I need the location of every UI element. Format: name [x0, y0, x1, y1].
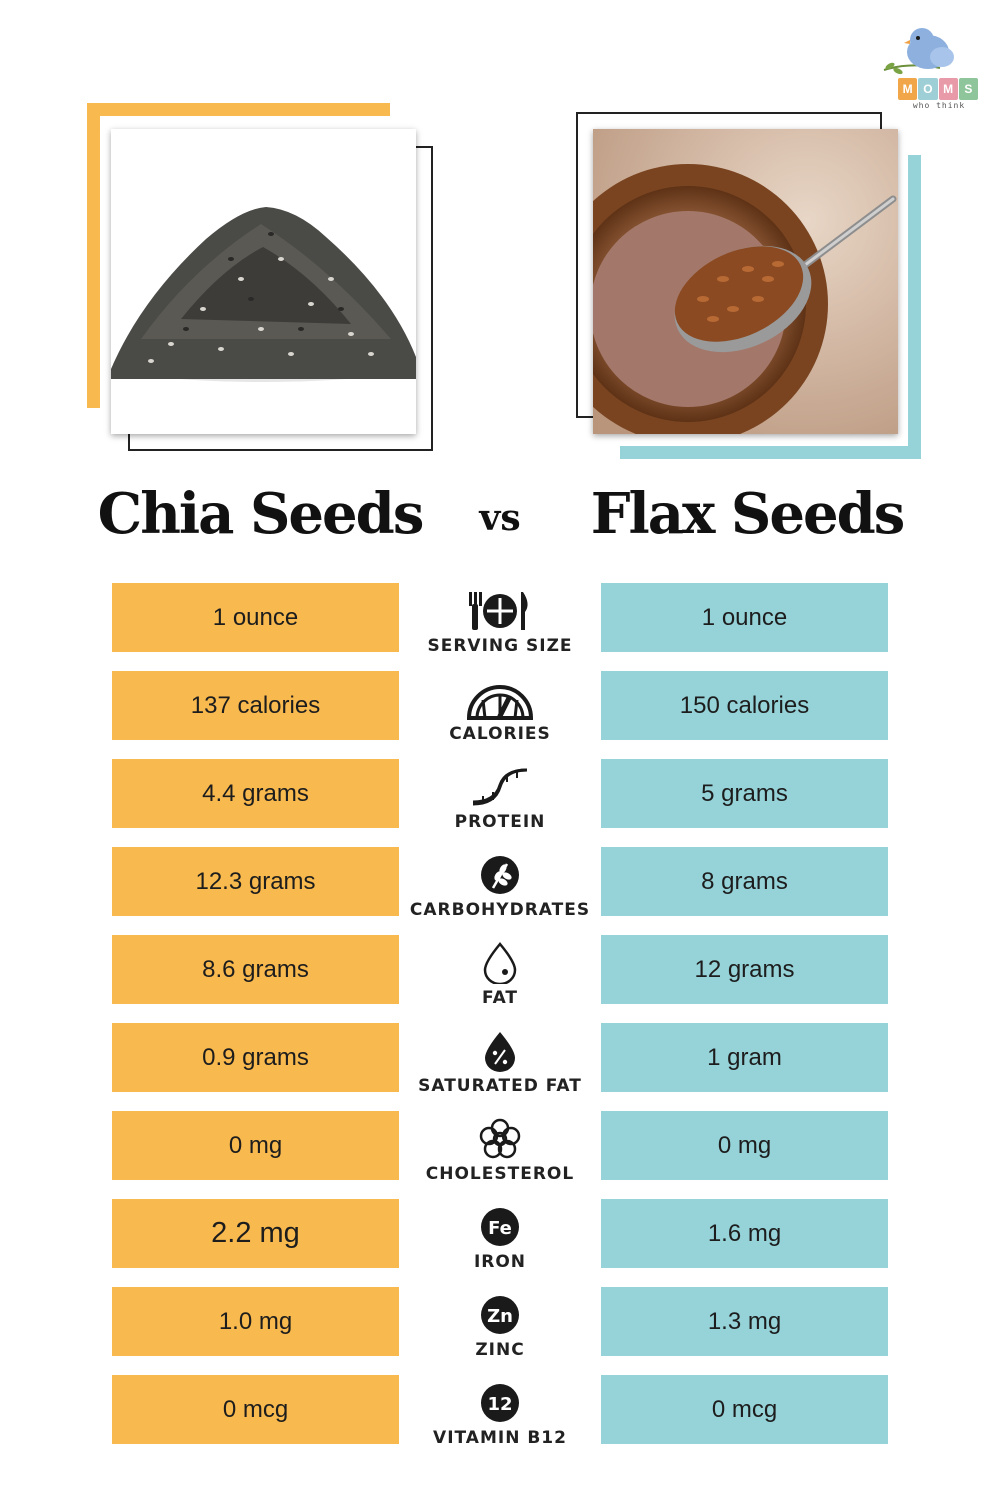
- flax-frame-accent: [620, 446, 921, 459]
- brand-wordmark: M O M S: [898, 78, 978, 100]
- protein-label: PROTEIN: [454, 812, 546, 832]
- chia-carbohydrates: 12.3 grams: [112, 847, 399, 916]
- iron-label-group: Fe IRON: [405, 1192, 595, 1272]
- zinc-label: ZINC: [475, 1340, 525, 1360]
- chia-serving-size: 1 ounce: [112, 583, 399, 652]
- plate-fork-knife-icon: [465, 586, 535, 632]
- fat-label: FAT: [481, 988, 519, 1008]
- chia-saturated-fat: 0.9 grams: [112, 1023, 399, 1092]
- chia-iron: 2.2 mg: [112, 1199, 399, 1268]
- carbohydrates-label: CARBOHYDRATES: [409, 900, 591, 920]
- zinc-zn-icon: Zn: [465, 1290, 535, 1336]
- brand-letter: M: [938, 78, 958, 100]
- chia-calories: 137 calories: [112, 671, 399, 740]
- cholesterol-label: CHOLESTEROL: [425, 1164, 575, 1184]
- fat-label-group: FAT: [405, 928, 595, 1008]
- cholesterol-label-group: CHOLESTEROL: [405, 1104, 595, 1184]
- chia-title: Chia Seeds: [97, 481, 425, 547]
- serving-size-label-group: SERVING SIZE: [405, 576, 595, 656]
- flax-protein: 5 grams: [601, 759, 888, 828]
- cholesterol-molecule-icon: [465, 1114, 535, 1160]
- chia-fat: 8.6 grams: [112, 935, 399, 1004]
- chia-cholesterol: 0 mg: [112, 1111, 399, 1180]
- flax-iron: 1.6 mg: [601, 1199, 888, 1268]
- flax-carbohydrates: 8 grams: [601, 847, 888, 916]
- flax-vitamin-b12: 0 mcg: [601, 1375, 888, 1444]
- brand-letter: S: [958, 78, 978, 100]
- chia-frame-accent: [87, 103, 100, 408]
- brand-letter: O: [918, 78, 938, 100]
- vitamin-b12-icon-text: 12: [487, 1394, 512, 1415]
- bird-logo-icon: [883, 28, 954, 75]
- carbohydrates-label-group: CARBOHYDRATES: [405, 840, 595, 920]
- saturated-fat-label: SATURATED FAT: [418, 1076, 582, 1096]
- serving-size-label: SERVING SIZE: [427, 636, 573, 656]
- flax-frame-accent: [908, 155, 921, 459]
- chia-zinc: 1.0 mg: [112, 1287, 399, 1356]
- protein-label-group: PROTEIN: [405, 752, 595, 832]
- drop-icon: [465, 938, 535, 984]
- iron-icon-text: Fe: [488, 1218, 512, 1239]
- flax-title: Flax Seeds: [590, 481, 906, 547]
- flax-saturated-fat: 1 gram: [601, 1023, 888, 1092]
- vitamin-b12-icon: 12: [465, 1378, 535, 1424]
- iron-label: IRON: [473, 1252, 527, 1272]
- flax-fat: 12 grams: [601, 935, 888, 1004]
- vitamin-b12-label: VITAMIN B12: [433, 1428, 567, 1448]
- calories-label: CALORIES: [449, 724, 551, 744]
- chia-protein: 4.4 grams: [112, 759, 399, 828]
- brand-logo: [880, 22, 980, 117]
- iron-fe-icon: Fe: [465, 1202, 535, 1248]
- flax-zinc: 1.3 mg: [601, 1287, 888, 1356]
- vitamin-b12-label-group: 12 VITAMIN B12: [405, 1368, 595, 1448]
- percent-drop-icon: [465, 1026, 535, 1072]
- flax-serving-size: 1 ounce: [601, 583, 888, 652]
- flax-calories: 150 calories: [601, 671, 888, 740]
- calories-label-group: CALORIES: [405, 664, 595, 744]
- brand-letter: M: [898, 78, 918, 100]
- zinc-icon-text: Zn: [487, 1306, 513, 1327]
- dna-helix-icon: [465, 762, 535, 808]
- flax-cholesterol: 0 mg: [601, 1111, 888, 1180]
- wheat-icon: [465, 850, 535, 896]
- flax-seeds-spoon-bowl-photo: [593, 129, 898, 434]
- chia-vitamin-b12: 0 mcg: [112, 1375, 399, 1444]
- zinc-label-group: Zn ZINC: [405, 1280, 595, 1360]
- vs-label: vs: [479, 497, 521, 539]
- chia-seed-pile-photo: [111, 129, 416, 434]
- chia-frame-accent: [87, 103, 390, 116]
- gauge-icon: [465, 674, 535, 720]
- saturated-fat-label-group: SATURATED FAT: [405, 1016, 595, 1096]
- brand-tagline: who think: [912, 101, 966, 110]
